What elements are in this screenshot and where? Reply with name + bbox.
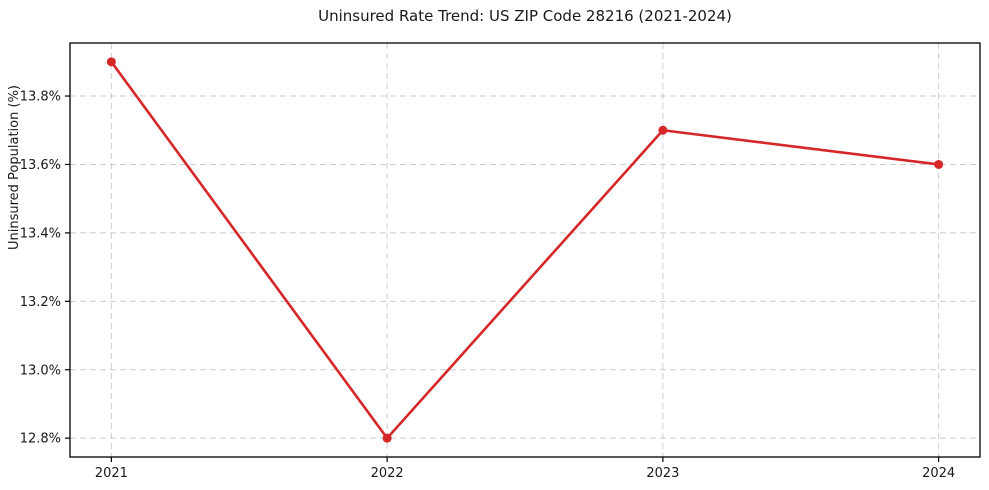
y-tick-label: 13.8% <box>20 90 61 105</box>
y-tick-label: 13.2% <box>20 295 61 310</box>
data-point <box>658 125 668 135</box>
y-tick-label: 13.0% <box>20 363 61 378</box>
x-tick-label: 2023 <box>646 466 679 481</box>
data-point <box>382 433 392 443</box>
trend-line <box>110 60 940 440</box>
y-tick-label: 13.6% <box>20 158 61 173</box>
x-tick-label: 2021 <box>95 466 128 481</box>
x-tick-label: 2024 <box>922 466 955 481</box>
chart-title: Uninsured Rate Trend: US ZIP Code 28216 … <box>318 7 732 25</box>
data-point <box>934 159 944 169</box>
plot-border <box>69 42 981 458</box>
y-tick-label: 12.8% <box>20 432 61 447</box>
x-tick-label: 2022 <box>371 466 404 481</box>
data-point <box>106 57 116 67</box>
y-tick-label: 13.4% <box>20 226 61 241</box>
